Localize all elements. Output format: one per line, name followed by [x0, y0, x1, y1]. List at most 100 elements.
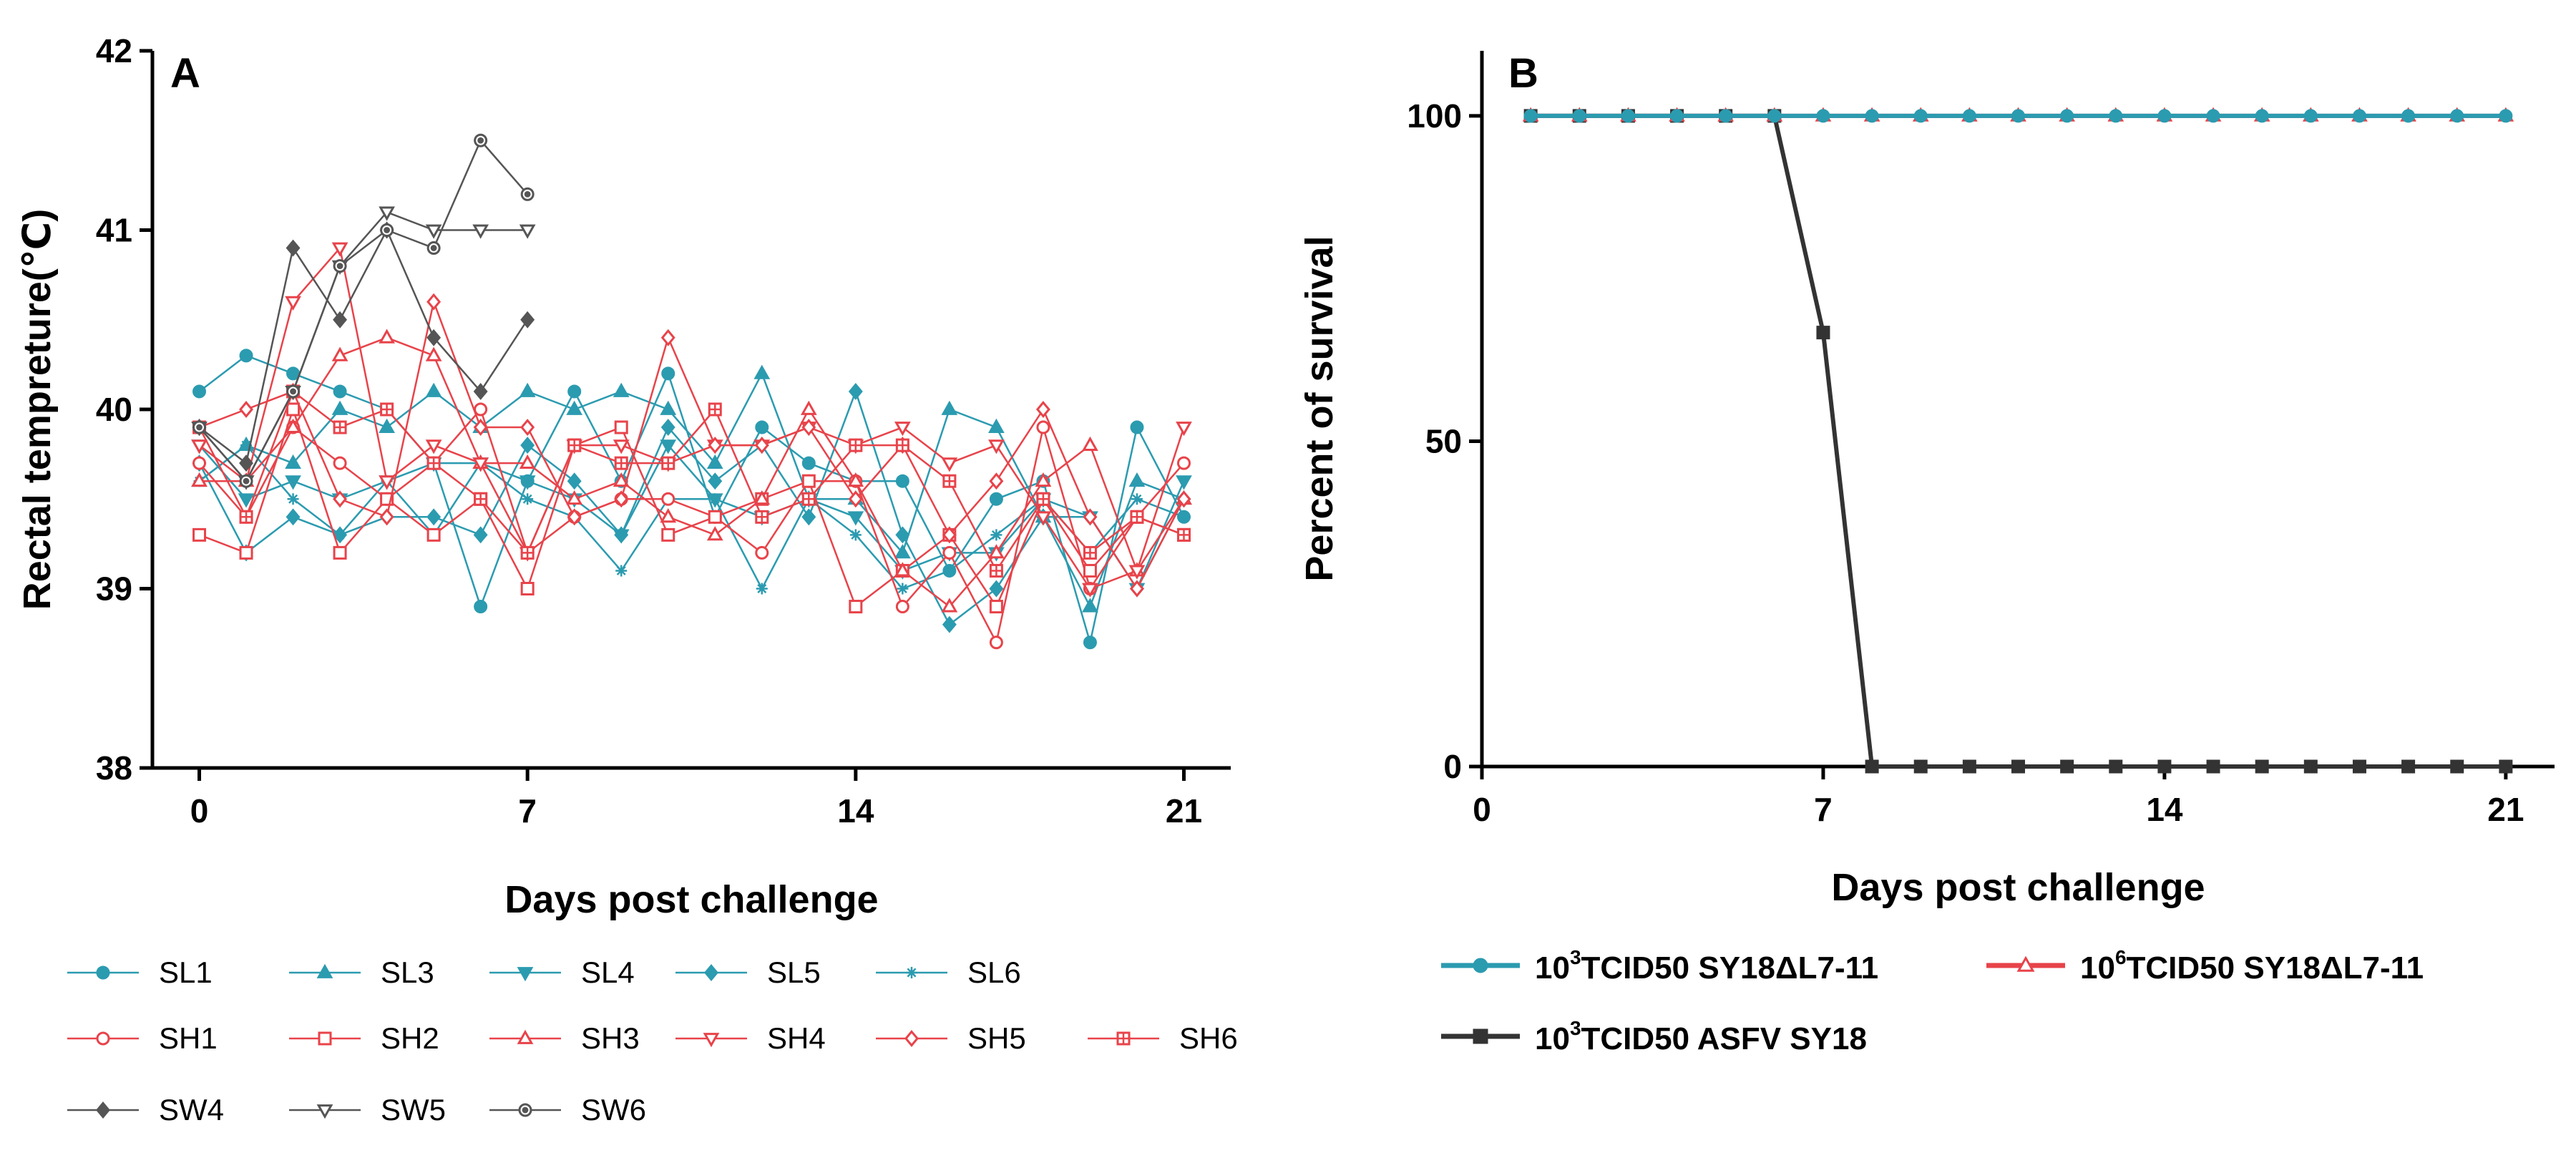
a-series-sl3-point-day-11	[706, 454, 723, 470]
a-legend-label-sh3: SH3	[581, 1021, 640, 1055]
a-series-sh1-point-day-16	[942, 545, 957, 560]
a-series-sh4-point-day-3	[331, 242, 348, 257]
b-series-103tcid50-sy18-l7-11-point-day-2	[1572, 109, 1586, 123]
a-legend-swatch-marker-sl5	[704, 964, 718, 981]
a-series-sh5-point-day-9	[614, 490, 629, 508]
a-series-sh3-point-day-14	[847, 472, 864, 487]
a-series-sl5-point-day-5	[426, 508, 441, 526]
a-series-sh1-point-day-18	[1036, 420, 1050, 434]
a-series-sw6-point-day-2	[286, 384, 301, 399]
a-series-sl6-point-day-17	[990, 529, 1002, 541]
a-legend-swatch-marker-sh3	[517, 1029, 534, 1044]
a-series-sh4-point-day-6	[472, 457, 489, 472]
a-legend-swatch-marker-sh4	[703, 1033, 720, 1048]
a-series-sl5-point-day-6	[473, 526, 488, 544]
a-series-sh4-point-day-5	[425, 439, 442, 454]
a-series-sl4-point-day-1	[238, 493, 255, 508]
a-series-sl3-point-day-10	[660, 400, 677, 415]
a-y-tick-label-38: 38	[96, 749, 132, 787]
a-legend-swatch-marker-sl6	[906, 967, 917, 978]
a-series-sl3	[191, 364, 1192, 613]
b-series-103tcid50-asfv-sy18-point-day-14	[2157, 759, 2172, 774]
a-series-sh1-point-day-17	[989, 636, 1003, 650]
a-series-sh6-point-day-6	[474, 492, 488, 506]
a-series-sh6-point-day-15	[895, 438, 909, 452]
a-series-sl6-point-day-15	[897, 583, 909, 595]
a-series-sl1-point-day-3	[333, 384, 347, 399]
b-series-103tcid50-asfv-sy18-point-day-8	[1865, 759, 1879, 774]
a-series-sh3-point-day-5	[425, 346, 442, 361]
a-series-sl5-point-day-13	[801, 508, 816, 526]
a-legend-label-sl5: SL5	[767, 955, 821, 989]
a-series-sh6-point-day-8-cross	[568, 439, 580, 452]
a-series-sh6-point-day-1-cross	[240, 511, 253, 523]
a-series-sl3-point-day-17	[988, 418, 1005, 433]
b-legend: 103TCID50 SY18ΔL7-11 106TCID50 SY18ΔL7-11…	[1441, 946, 2424, 1056]
a-series-sl1-point-day-19	[1083, 636, 1097, 650]
a-legend-item-sw6: SW6	[489, 1093, 646, 1127]
a-series-sh4-point-day-0	[191, 439, 208, 454]
b-series-103tcid50-asfv-sy18-point-day-16	[2255, 759, 2269, 774]
a-legend-label-sl4: SL4	[581, 955, 635, 989]
a-series-sh3-point-day-9	[613, 472, 630, 487]
a-series-sh3-point-day-0	[191, 472, 208, 487]
b-series-103tcid50-sy18-l7-11-point-day-6	[1767, 109, 1782, 123]
a-series-sh4-line	[198, 247, 1185, 590]
a-y-tick-label-40: 40	[96, 391, 132, 428]
a-series-sh2-point-day-7	[520, 582, 535, 595]
a-series-sh2-point-day-3	[333, 545, 347, 560]
a-legend-item-sl6: SL6	[876, 955, 1021, 989]
a-legend-label-sw6: SW6	[581, 1093, 646, 1127]
a-series-sl3-point-day-16	[941, 400, 958, 415]
a-legend-swatch-marker-sw4	[96, 1101, 110, 1119]
a-series-sh2-point-day-14	[849, 600, 863, 614]
a-series-sh3-point-day-11	[706, 526, 723, 541]
b-series-103tcid50-sy18-l7-11-point-day-3	[1621, 109, 1635, 123]
a-series-sh2-point-day-2	[286, 402, 301, 417]
a-series-sl5-point-day-7	[520, 437, 535, 454]
a-series-sh6-point-day-10	[661, 456, 675, 470]
b-legend-item-2: 103TCID50 ASFV SY18	[1441, 1017, 1867, 1056]
a-series-sh2-point-day-0	[192, 527, 207, 542]
a-x-tick-label-0: 0	[190, 792, 209, 830]
a-series-sh2-point-day-9	[614, 420, 628, 434]
a-series-sh6-point-day-4	[380, 402, 394, 417]
b-series-103tcid50-asfv-sy18-point-day-9	[1913, 759, 1928, 774]
b-x-tick-label-7: 7	[1814, 791, 1833, 828]
b-series-103tcid50-sy18-l7-11	[1523, 109, 2513, 123]
a-series-sh6-point-day-20-cross	[1131, 511, 1143, 523]
a-series-sh6-point-day-19	[1083, 545, 1097, 560]
b-x-tick-label-21: 21	[2487, 791, 2524, 828]
b-legend-item-2-label: 103TCID50 ASFV SY18	[1535, 1017, 1867, 1056]
a-series-sh6-point-day-16-cross	[943, 475, 955, 487]
a-series-sh6-point-day-8	[567, 438, 582, 452]
a-series-sh4-point-day-2	[285, 296, 301, 311]
a-x-tick-label-7: 7	[518, 792, 537, 830]
a-series-sh5-point-day-12	[754, 437, 769, 454]
a-series-sh5-point-day-8	[567, 508, 582, 526]
a-y-tick-label-39: 39	[96, 570, 132, 608]
a-legend-swatch-marker-sw6-dot	[522, 1106, 529, 1114]
a-series-sw6-point-day-0	[192, 420, 207, 434]
a-series-sh6-point-day-7-cross	[522, 547, 534, 559]
a-series-sl1-line	[198, 354, 1185, 643]
a-series-sh5-line	[199, 301, 1185, 590]
a-series-sl6-point-day-20	[1131, 493, 1143, 505]
a-series-sh5	[192, 293, 1191, 598]
a-series-sh3-point-day-3	[331, 346, 348, 361]
a-series-sh1-point-day-21	[1176, 456, 1191, 470]
a-series-sl6-point-day-21	[1178, 511, 1190, 523]
a-legend-swatch-marker-sh6-cross	[1118, 1033, 1129, 1044]
a-series-sw6-point-day-7	[520, 187, 535, 201]
a-series-sh5-point-day-6	[473, 419, 488, 436]
panel-b: 0 50 100 0 7 14 21 Days post challenge Percent o…	[1298, 50, 2555, 1056]
a-series-sh6-point-day-20	[1130, 510, 1144, 524]
a-series-sl1-point-day-8	[567, 384, 582, 399]
a-series-sh4	[191, 242, 1192, 598]
b-legend-item-0-swatch-marker	[1473, 958, 1488, 973]
a-series-sl3-point-day-4	[379, 418, 395, 433]
a-series-sh3-point-day-2	[285, 418, 301, 433]
a-series-sw4-point-day-3	[333, 311, 348, 329]
a-legend-label-sw4: SW4	[159, 1093, 224, 1127]
a-series-sh5-point-day-5	[426, 293, 441, 311]
